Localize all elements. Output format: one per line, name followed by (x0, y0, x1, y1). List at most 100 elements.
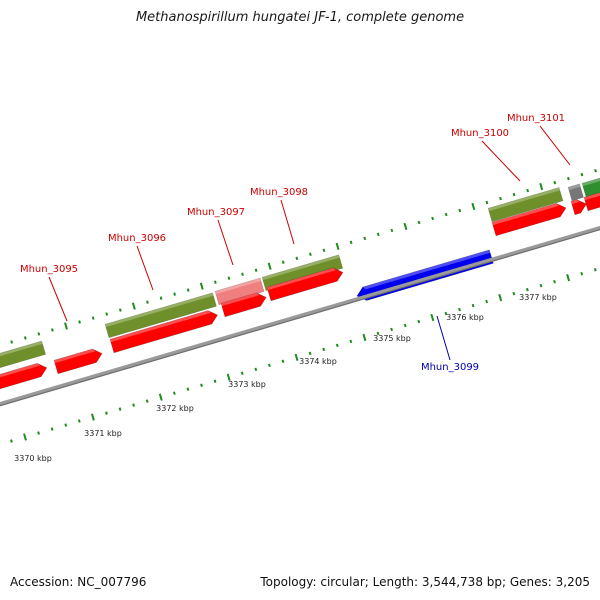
upper-tick-minor (118, 308, 122, 312)
gap-block-fill (567, 183, 584, 202)
upper-tick-minor (173, 292, 177, 296)
gene-arrow-track (0, 190, 600, 391)
gene-arrow (53, 348, 103, 375)
upper-tick-minor (37, 332, 41, 336)
upper-tick-major (199, 282, 204, 290)
upper-tick-minor (213, 280, 217, 284)
upper-tick-minor (309, 252, 312, 257)
upper-tick-minor (580, 172, 584, 177)
leader-line (481, 140, 521, 182)
upper-tick-minor (159, 296, 163, 300)
gene-arrow (266, 267, 344, 302)
upper-tick-minor (512, 192, 516, 197)
leader-line (436, 315, 451, 361)
lower-tick-minor (376, 331, 380, 336)
upper-tick-minor (553, 180, 557, 185)
lower-tick-minor (349, 339, 353, 344)
lower-tick-minor (37, 431, 40, 435)
gene-arrow-highlight (221, 292, 260, 307)
gene-arrow-body (583, 190, 600, 212)
cds-band-highlight (105, 292, 214, 328)
upper-tick-minor (51, 328, 54, 332)
accession-text: Accession: NC_007796 (10, 575, 147, 589)
lower-tick-major (294, 353, 299, 361)
gene-arrow (0, 363, 48, 391)
gene-arrow (583, 190, 600, 212)
upper-tick-major (335, 242, 340, 250)
lower-tick-minor (132, 403, 136, 407)
genome-summary-text: Topology: circular; Length: 3,544,738 bp… (260, 575, 590, 589)
scale-label: 3371 kbp (84, 429, 122, 438)
cds-band-fill (581, 174, 600, 198)
cds-band-fill (487, 187, 564, 223)
scale-label: 3373 kbp (228, 380, 266, 389)
upper-tick-minor (254, 268, 258, 272)
gene-label[interactable]: Mhun_3099 (421, 362, 479, 373)
gene-label[interactable]: Mhun_3095 (20, 264, 78, 275)
upper-tick-minor (295, 256, 299, 261)
gene-arrow-body (570, 199, 587, 216)
lower-tick-minor (539, 283, 543, 288)
cds-band-highlight (0, 340, 43, 361)
upper-tick-minor (91, 316, 95, 320)
gene-label[interactable]: Mhun_3096 (108, 233, 166, 244)
scale-labels: 3370 kbp 3371 kbp 3372 kbp 3373 kbp 3374 kbp… (14, 293, 557, 463)
lower-tick-major (566, 274, 571, 282)
upper-tick-minor (458, 208, 462, 213)
gene-arrow-highlight (54, 349, 96, 364)
upper-tick-minor (526, 188, 530, 193)
lower-tick-minor (526, 287, 529, 292)
upper-tick-minor (186, 288, 190, 292)
gene-arrow-highlight (492, 203, 560, 226)
lower-tick-minor (118, 407, 122, 411)
upper-tick-minor (390, 228, 394, 233)
gene-label[interactable]: Mhun_3097 (187, 207, 245, 218)
leader-line (280, 199, 295, 245)
lower-tick-minor (308, 351, 312, 356)
cds-band-highlight (582, 174, 600, 187)
gene-arrow-highlight (267, 267, 337, 291)
gene-label[interactable]: Mhun_3098 (250, 187, 308, 198)
cds-band (0, 340, 46, 372)
upper-tick-minor (23, 336, 27, 340)
lower-tick-minor (471, 303, 475, 308)
upper-tick-major (131, 302, 136, 310)
lower-tick-minor (145, 399, 149, 403)
cds-band-track (0, 174, 600, 372)
lower-tick-minor (485, 299, 489, 304)
gene-arrow (109, 310, 218, 354)
gene-arrow-body (220, 292, 267, 318)
scale-label: 3374 kbp (299, 357, 337, 366)
gene-arrow-highlight (110, 310, 211, 343)
lower-tick-minor (77, 419, 81, 423)
cds-band (104, 292, 217, 339)
upper-tick-major (64, 322, 68, 330)
lower-tick-minor (390, 327, 393, 332)
gene-arrow-highlight (0, 363, 40, 380)
lower-tick-minor (186, 387, 190, 391)
gene-arrow (570, 199, 587, 216)
genome-backbone (0, 225, 600, 407)
leader-line (136, 245, 154, 291)
backbone-line (0, 225, 600, 407)
gene-label[interactable]: Mhun_3101 (507, 113, 565, 124)
upper-tick-minor (363, 236, 367, 241)
upper-tick-minor (10, 340, 14, 344)
leader-line (539, 125, 571, 166)
gene-arrow-body (491, 203, 567, 237)
upper-tick-minor (485, 200, 489, 205)
backbone-shadow (0, 229, 600, 407)
lower-tick-minor (200, 383, 203, 387)
upper-tick-minor (567, 176, 570, 181)
upper-tick-minor (417, 220, 421, 225)
label-leader-lines (48, 125, 571, 361)
upper-tick-major (471, 202, 476, 211)
scale-label: 3376 kbp (446, 313, 484, 322)
lower-tick-minor (10, 439, 13, 443)
upper-tick-minor (227, 276, 231, 280)
scale-label: 3375 kbp (373, 334, 411, 343)
lower-tick-minor (254, 367, 258, 372)
cds-band-highlight (488, 187, 560, 212)
cds-band (487, 187, 564, 223)
gene-label[interactable]: Mhun_3100 (451, 128, 509, 139)
